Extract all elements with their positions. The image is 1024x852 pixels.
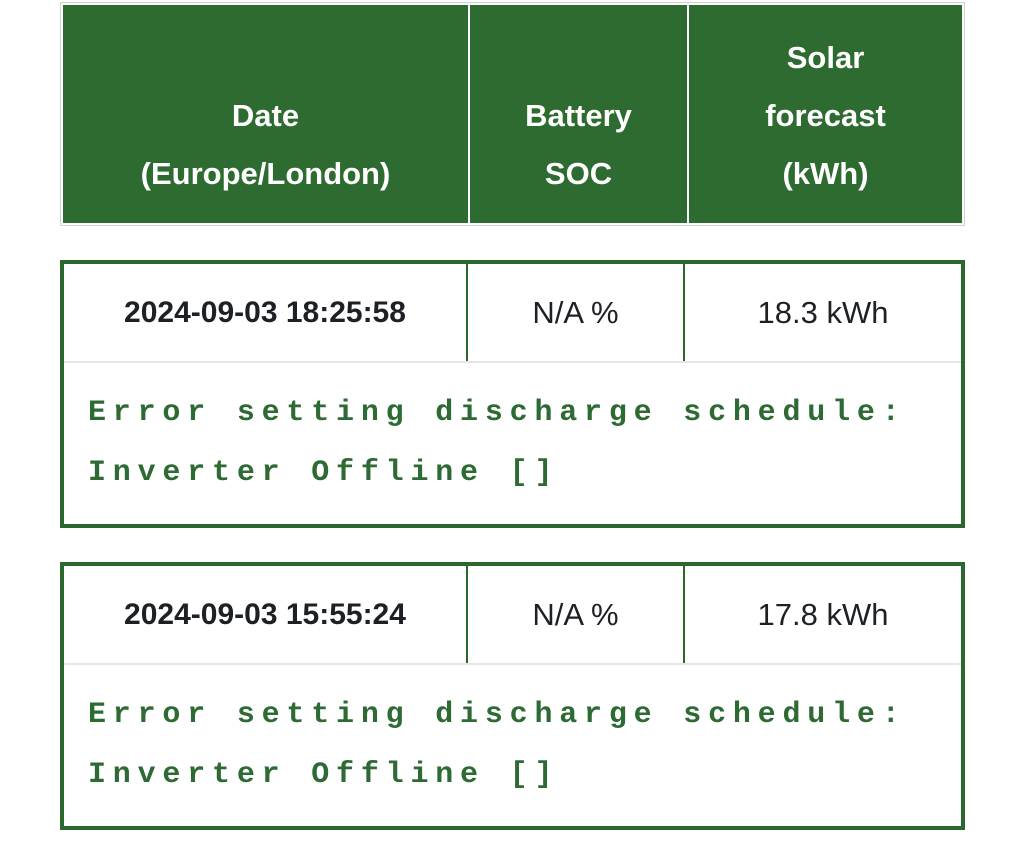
forecast-entry-card: 2024-09-03 18:25:58 N/A % 18.3 kWh Error… — [60, 260, 965, 528]
forecast-entry-card: 2024-09-03 15:55:24 N/A % 17.8 kWh Error… — [60, 562, 965, 830]
column-header-solar-forecast-line: forecast — [765, 98, 886, 133]
column-header-date: Date (Europe/London) — [63, 5, 468, 223]
battery-soc-cell: N/A % — [468, 566, 685, 663]
column-header-battery-soc: Battery SOC — [470, 5, 687, 223]
column-header-solar-forecast: Solar forecast (kWh) — [689, 5, 962, 223]
battery-soc-cell: N/A % — [468, 264, 685, 361]
solar-forecast-cell: 17.8 kWh — [757, 596, 889, 632]
column-header-date-line: Date — [231, 98, 300, 133]
column-header-battery-soc-line: Battery — [525, 98, 632, 133]
table-row: 2024-09-03 18:25:58 N/A % 18.3 kWh — [64, 264, 961, 363]
column-header-date-line: (Europe/London) — [140, 156, 391, 191]
error-status-message: Error setting discharge schedule: Invert… — [88, 698, 907, 792]
column-header-solar-forecast-line: (kWh) — [782, 156, 869, 191]
table-row: 2024-09-03 15:55:24 N/A % 17.8 kWh — [64, 566, 961, 665]
date-cell: 2024-09-03 15:55:24 — [64, 566, 468, 663]
column-header-solar-forecast-line: Solar — [786, 40, 865, 75]
column-header-battery-soc-line: SOC — [544, 156, 613, 191]
date-cell: 2024-09-03 18:25:58 — [64, 264, 468, 361]
solar-forecast-cell: 18.3 kWh — [757, 294, 889, 330]
error-status-message: Error setting discharge schedule: Invert… — [88, 396, 907, 490]
forecast-table-header: Date (Europe/London) Battery SOC Solar f… — [60, 2, 965, 226]
